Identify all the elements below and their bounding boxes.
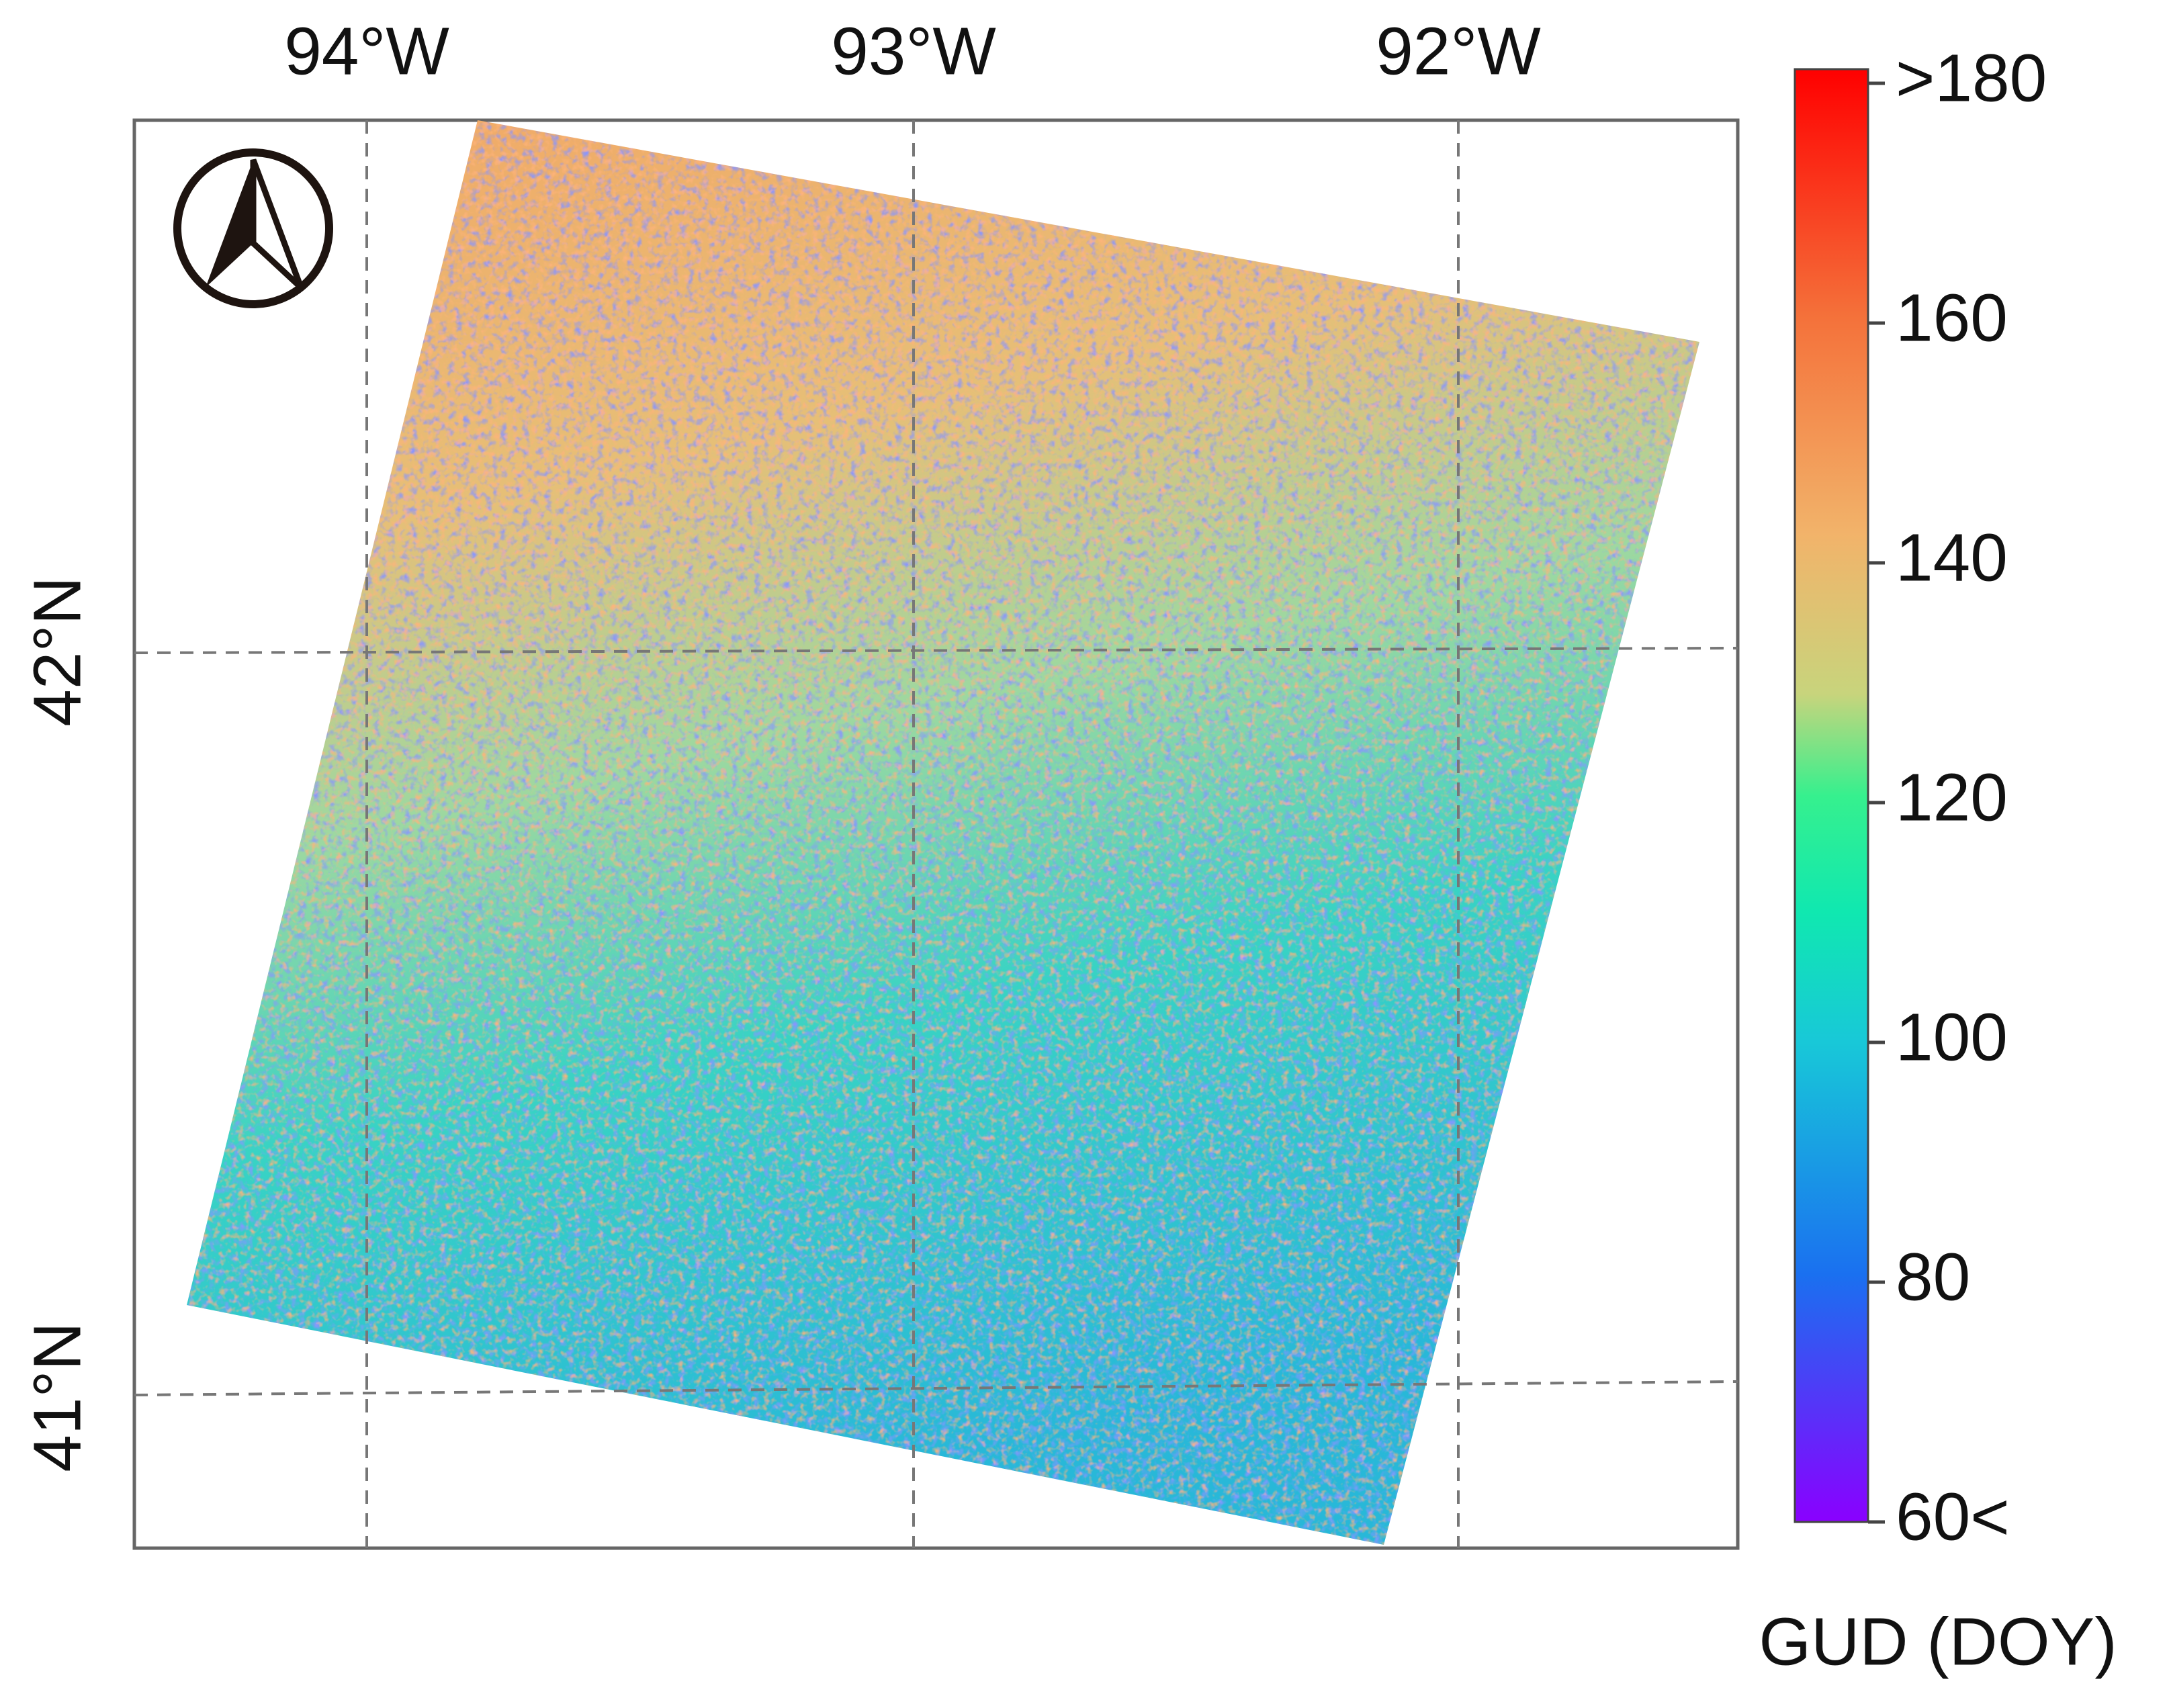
lat-label: 42°N xyxy=(19,576,95,726)
lon-label: 94°W xyxy=(284,13,449,89)
colorbar-title: GUD (DOY) xyxy=(1759,1604,2117,1679)
colorbar-label: 100 xyxy=(1896,999,2008,1075)
colorbar-label: >180 xyxy=(1896,40,2047,116)
graticule xyxy=(134,120,1738,1548)
colorbar-ticks: >180 160 140 120 100 80 60< xyxy=(1868,40,2047,1554)
lon-label: 92°W xyxy=(1376,13,1541,89)
colorbar-label: 160 xyxy=(1896,280,2008,355)
colorbar-label: 140 xyxy=(1896,520,2008,595)
colorbar-label: 60< xyxy=(1896,1479,2010,1554)
colorbar xyxy=(1794,68,1869,1523)
grid-line xyxy=(134,647,1738,654)
lon-label: 93°W xyxy=(831,13,996,89)
colorbar-label: 120 xyxy=(1896,760,2008,835)
north-arrow xyxy=(173,148,333,308)
lat-label: 41°N xyxy=(19,1322,95,1472)
colorbar-label: 80 xyxy=(1896,1239,1970,1314)
grid-line xyxy=(134,1380,1738,1396)
